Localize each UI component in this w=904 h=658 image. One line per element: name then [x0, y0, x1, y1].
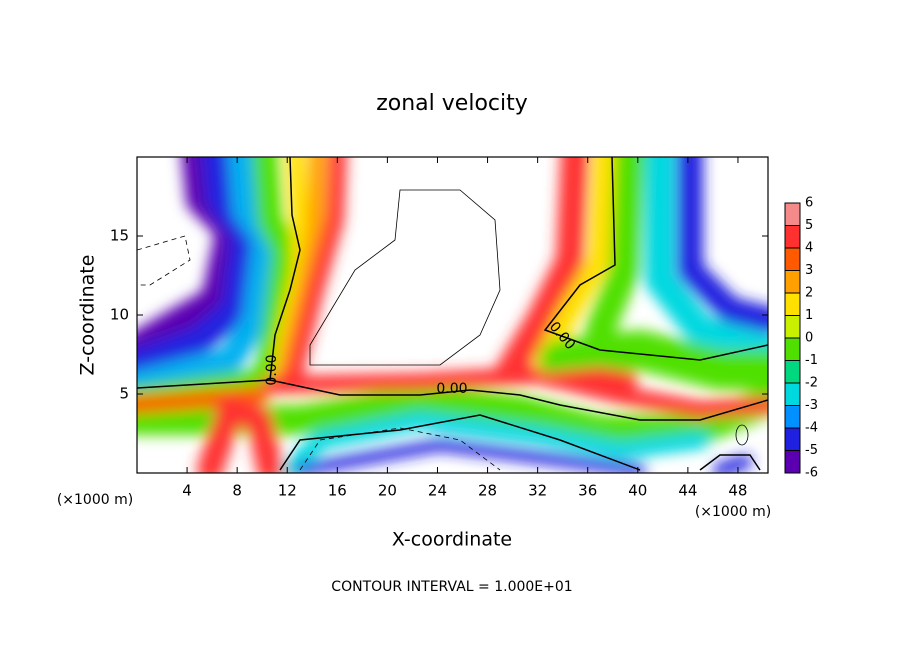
x-tick-label: 36 [578, 482, 597, 500]
x-tick-label: 44 [678, 482, 697, 500]
x-tick-label: 8 [232, 482, 242, 500]
x-tick-label: 16 [328, 482, 347, 500]
colorbar-cell [785, 225, 800, 248]
colorbar-cell [785, 248, 800, 271]
y-tick-label: 5 [119, 385, 129, 403]
colorbar-tick-label: 5 [805, 218, 813, 233]
colorbar-cell [785, 450, 800, 473]
chart-title: zonal velocity [376, 91, 528, 116]
colorbar-cell [785, 270, 800, 293]
y-tick-label: 15 [110, 227, 129, 245]
colorbar-tick-label: -6 [805, 466, 818, 481]
colorbar-tick-label: 1 [805, 308, 813, 323]
color-field [137, 157, 768, 473]
x-tick-label: 48 [728, 482, 747, 500]
colorbar-tick-label: 4 [805, 241, 813, 256]
colorbar-tick-label: -2 [805, 376, 818, 391]
x-tick-label: 20 [378, 482, 397, 500]
x-tick-label: 12 [278, 482, 297, 500]
contour-label: 0.00 [264, 354, 280, 385]
x-tick-label: 24 [428, 482, 447, 500]
x-unit-label: (×1000 m) [695, 504, 771, 520]
contour-lines [137, 157, 768, 471]
colorbar-cell [785, 203, 800, 226]
y-unit-label: (×1000 m) [57, 492, 133, 508]
colorbar-tick-label: -5 [805, 443, 818, 458]
colorbar-tick-label: 6 [805, 196, 813, 211]
colorbar-cell [785, 338, 800, 361]
y-tick-label: 10 [110, 306, 129, 324]
colorbar-tick-label: -1 [805, 353, 818, 368]
x-tick-label: 28 [478, 482, 497, 500]
colorbar-cell [785, 293, 800, 316]
x-tick-label: 32 [528, 482, 547, 500]
footer-note: CONTOUR INTERVAL = 1.000E+01 [331, 579, 572, 595]
colorbar-tick-label: 2 [805, 286, 813, 301]
colorbar-tick-label: 3 [805, 263, 813, 278]
y-axis-label: Z-coordinate [77, 255, 99, 376]
colorbar-cell [785, 315, 800, 338]
field [137, 157, 768, 473]
x-tick-label: 40 [628, 482, 647, 500]
colorbar-cell [785, 360, 800, 383]
colorbar-tick-label: 0 [805, 331, 813, 346]
x-tick-label: 4 [182, 482, 192, 500]
contour-label: 0.00 [436, 381, 467, 397]
colorbar-cell [785, 383, 800, 406]
colorbar-tick-label: -3 [805, 398, 818, 413]
x-axis-label: X-coordinate [392, 529, 512, 551]
colorbar-tick-label: -4 [805, 421, 818, 436]
colorbar-cell [785, 428, 800, 451]
colorbar-cell [785, 405, 800, 428]
